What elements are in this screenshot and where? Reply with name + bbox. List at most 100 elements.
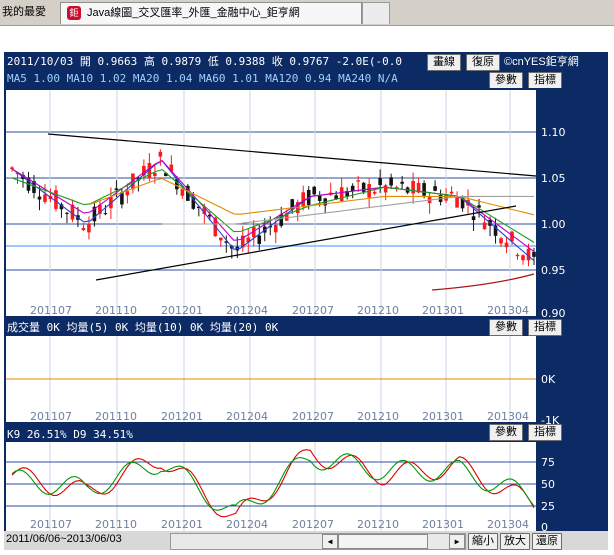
y-tick: -1K [541, 414, 560, 424]
new-tab-button[interactable] [362, 2, 390, 24]
draw-line-button[interactable]: 畫線 [427, 54, 461, 71]
candle-body [32, 181, 36, 193]
y-tick: 1.05 [541, 172, 566, 185]
x-tick: 201301 [422, 518, 464, 531]
candle-body [224, 241, 229, 243]
candle-body [515, 254, 520, 257]
candle-body [197, 206, 201, 209]
x-tick: 201204 [226, 518, 268, 531]
candle-body [153, 172, 157, 176]
candle-body [301, 192, 306, 207]
volume-x-axis: 201107 201110 201201 201204 201207 20121… [30, 410, 529, 423]
kd-y-axis: 75 50 25 0 [541, 456, 555, 531]
x-tick: 201110 [95, 518, 137, 531]
candle-body [526, 248, 531, 261]
price-y-axis: 1.10 1.05 1.00 0.95 0.90 [541, 126, 566, 318]
tab-active[interactable]: 鉅 Java線圖_交叉匯率_外匯_金融中心_鉅亨網 [60, 2, 362, 24]
price-indicator-button[interactable]: 指標 [528, 72, 562, 89]
candle-body [532, 251, 536, 257]
x-tick: 201207 [292, 410, 334, 423]
y-tick: 25 [541, 500, 555, 513]
kd-params-button[interactable]: 參數 [489, 424, 523, 441]
x-tick: 201110 [95, 304, 137, 317]
candle-body [54, 190, 58, 209]
candle-body [284, 213, 289, 221]
candle-body [180, 189, 185, 196]
copyright-label: ©cnYES鉅亨網 [504, 56, 579, 68]
candle-body [312, 186, 317, 195]
candle-body [191, 196, 196, 209]
candle-body [202, 207, 207, 214]
restore-button[interactable]: 復原 [466, 54, 500, 71]
ohlc-readout: 2011/10/03 開 0.9663 高 0.9879 低 0.9388 收 … [7, 55, 402, 68]
candle-body [356, 180, 360, 182]
candle-body [504, 242, 509, 248]
scroll-left-icon[interactable]: ◀ [322, 534, 338, 549]
y-tick: 75 [541, 456, 555, 469]
candle-body [37, 196, 42, 200]
y-tick: 1.00 [541, 218, 566, 231]
candle-body [131, 173, 135, 190]
timeline-scroll-thumb[interactable] [338, 534, 428, 549]
moving-average-lines [11, 159, 535, 262]
price-x-axis: 201107 201110 201201 201204 201207 20121… [30, 304, 529, 317]
tab-favorites[interactable]: 我的最愛 [2, 6, 46, 18]
volume-indicator-button[interactable]: 指標 [528, 319, 562, 336]
candle-body [257, 235, 262, 244]
x-tick: 201107 [30, 410, 72, 423]
candle-body [70, 204, 75, 220]
x-tick: 201204 [226, 304, 268, 317]
date-range-label: 2011/06/06~2013/06/03 [6, 533, 122, 545]
ma-readout: MA5 1.00 MA10 1.02 MA20 1.04 MA60 1.01 M… [7, 72, 398, 85]
candle-body [246, 237, 251, 243]
x-tick: 201107 [30, 518, 72, 531]
candle-body [334, 195, 338, 200]
x-tick: 201107 [30, 304, 72, 317]
candle-body [114, 188, 119, 190]
x-tick: 201304 [487, 410, 529, 423]
candle-body [477, 205, 481, 208]
zoom-out-button[interactable]: 縮小 [468, 533, 498, 550]
candle-body [394, 187, 399, 189]
candle-body [120, 192, 124, 205]
candle-body [10, 167, 14, 170]
candle-body [98, 204, 102, 214]
trendline-upper [47, 133, 537, 177]
reset-button[interactable]: 還原 [532, 533, 562, 550]
kd-chart[interactable]: 75 50 25 0 201107 201110 201201 201204 2… [4, 442, 608, 531]
volume-chart[interactable]: 0K -1K 201107 201110 201201 201204 20120… [4, 336, 608, 424]
candle-body [158, 151, 163, 157]
y-tick: 0K [541, 373, 556, 386]
candle-body [389, 177, 393, 186]
candle-body [273, 224, 278, 233]
ma-line-ma120 [162, 195, 534, 225]
x-tick: 201201 [161, 518, 203, 531]
x-tick: 201207 [292, 518, 334, 531]
zoom-in-button[interactable]: 放大 [500, 533, 530, 550]
kd-indicator-button[interactable]: 指標 [528, 424, 562, 441]
price-params-button[interactable]: 參數 [489, 72, 523, 89]
candle-body [361, 182, 366, 192]
candle-body [164, 173, 168, 177]
candle-body [345, 191, 349, 197]
scroll-right-icon[interactable]: ▶ [449, 534, 465, 549]
candle-body [378, 178, 382, 186]
candle-body [449, 191, 454, 194]
candle-body [279, 214, 284, 226]
price-chart[interactable]: 1.10 1.05 1.00 0.95 0.90 201107 201110 2… [4, 88, 608, 318]
candle-body [240, 235, 245, 248]
x-tick: 201207 [292, 304, 334, 317]
x-tick: 201210 [357, 518, 399, 531]
candle-body [499, 238, 503, 244]
x-tick: 201110 [95, 410, 137, 423]
volume-params-button[interactable]: 參數 [489, 319, 523, 336]
y-tick: 0.95 [541, 264, 566, 277]
volume-y-axis: 0K -1K [541, 373, 560, 424]
kd-panel-header [4, 424, 608, 442]
candle-body [383, 185, 388, 193]
candle-body [416, 182, 421, 193]
candle-body [372, 191, 377, 194]
candle-body [65, 212, 69, 214]
candle-body [460, 196, 465, 209]
volume-readout: 成交量 0K 均量(5) 0K 均量(10) 0K 均量(20) 0K [7, 321, 279, 334]
